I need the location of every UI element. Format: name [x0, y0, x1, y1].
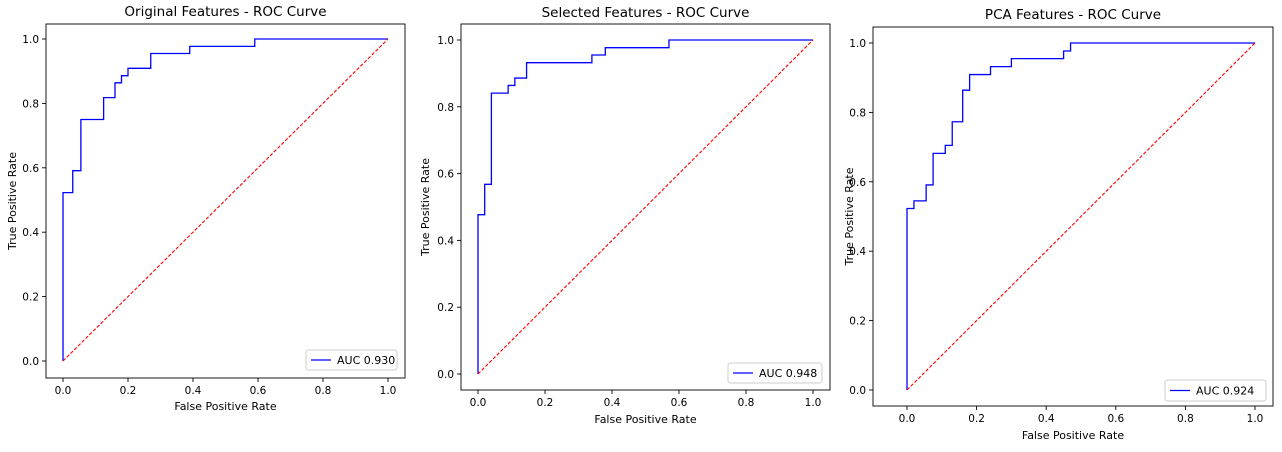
y-tick-label: 0.6: [849, 177, 866, 189]
axes-frame: [460, 23, 831, 391]
y-tick-label: 0.8: [437, 102, 454, 114]
y-tick-label: 1.0: [437, 35, 454, 47]
y-tick-label: 0.4: [849, 246, 866, 258]
legend-box: [727, 362, 823, 384]
y-axis-label: True Positive Rate: [6, 152, 19, 251]
y-tick-label: 0.0: [22, 356, 39, 368]
roc-panel-1: Original Features - ROC Curve 0.0 0.2 0.4 0.…: [6, 4, 406, 413]
legend-label: AUC 0.930: [337, 354, 395, 367]
x-tick-label: 0.0: [55, 385, 72, 397]
y-tick-label: 0.8: [849, 107, 866, 119]
x-tick-label: 1.0: [805, 397, 822, 409]
legend: AUC 0.924: [1164, 379, 1267, 402]
roc-curve-line: [477, 39, 813, 374]
chart-title: Original Features - ROC Curve: [124, 4, 326, 20]
y-tick-label: 1.0: [22, 34, 39, 46]
legend-box: [1164, 379, 1267, 402]
y-tick-label: 0.2: [437, 302, 454, 314]
legend: AUC 0.948: [727, 362, 823, 384]
y-tick-label: 0.0: [437, 369, 454, 381]
axes-frame: [872, 26, 1274, 407]
x-tick-label: 0.8: [1177, 413, 1194, 425]
roc-panel-2: Selected Features - ROC Curve 0.0 0.2 0.4 0.…: [419, 5, 831, 426]
x-axis-label: False Positive Rate: [174, 400, 276, 413]
y-tick-label: 0.0: [849, 385, 866, 397]
y-tick-label: 0.2: [849, 316, 866, 328]
roc-panel-3: PCA Features - ROC Curve 0.0 0.2 0.4 0.6 0.8 1…: [843, 7, 1274, 442]
x-tick-label: 0.8: [315, 385, 332, 397]
y-axis-label: True Positive Rate: [843, 167, 856, 266]
chance-diagonal-line: [477, 39, 814, 375]
roc-curve-line: [906, 42, 1255, 390]
x-axis-label: False Positive Rate: [1022, 429, 1124, 442]
y-tick-label: 0.4: [437, 235, 454, 247]
x-tick-label: 1.0: [1247, 413, 1264, 425]
x-tick-label: 0.6: [1107, 413, 1124, 425]
x-tick-label: 0.4: [185, 385, 202, 397]
roc-curve-line: [62, 38, 388, 361]
axes-frame: [45, 23, 406, 379]
x-tick-label: 0.6: [671, 397, 688, 409]
y-tick-label: 0.6: [22, 163, 39, 175]
legend-label: AUC 0.924: [1196, 385, 1254, 398]
chance-diagonal-line: [62, 38, 389, 362]
x-tick-label: 1.0: [380, 385, 397, 397]
x-tick-label: 0.0: [899, 413, 916, 425]
chart-title: Selected Features - ROC Curve: [542, 5, 750, 21]
x-tick-label: 0.0: [470, 397, 487, 409]
chance-diagonal-line: [906, 42, 1256, 391]
x-tick-label: 0.4: [604, 397, 621, 409]
chart-title: PCA Features - ROC Curve: [985, 7, 1161, 23]
legend: AUC 0.930: [305, 349, 398, 371]
legend-box: [305, 349, 398, 371]
x-tick-label: 0.2: [537, 397, 554, 409]
x-tick-label: 0.4: [1038, 413, 1055, 425]
y-tick-label: 0.6: [437, 169, 454, 181]
y-tick-label: 0.8: [22, 98, 39, 110]
x-tick-label: 0.8: [738, 397, 755, 409]
legend-label: AUC 0.948: [759, 367, 817, 380]
x-tick-label: 0.2: [968, 413, 985, 425]
y-tick-label: 1.0: [849, 38, 866, 50]
y-tick-label: 0.4: [22, 227, 39, 239]
x-tick-label: 0.6: [250, 385, 267, 397]
y-axis-label: True Positive Rate: [419, 158, 432, 257]
x-tick-label: 0.2: [120, 385, 137, 397]
y-tick-label: 0.2: [22, 292, 39, 304]
x-axis-label: False Positive Rate: [594, 413, 696, 426]
